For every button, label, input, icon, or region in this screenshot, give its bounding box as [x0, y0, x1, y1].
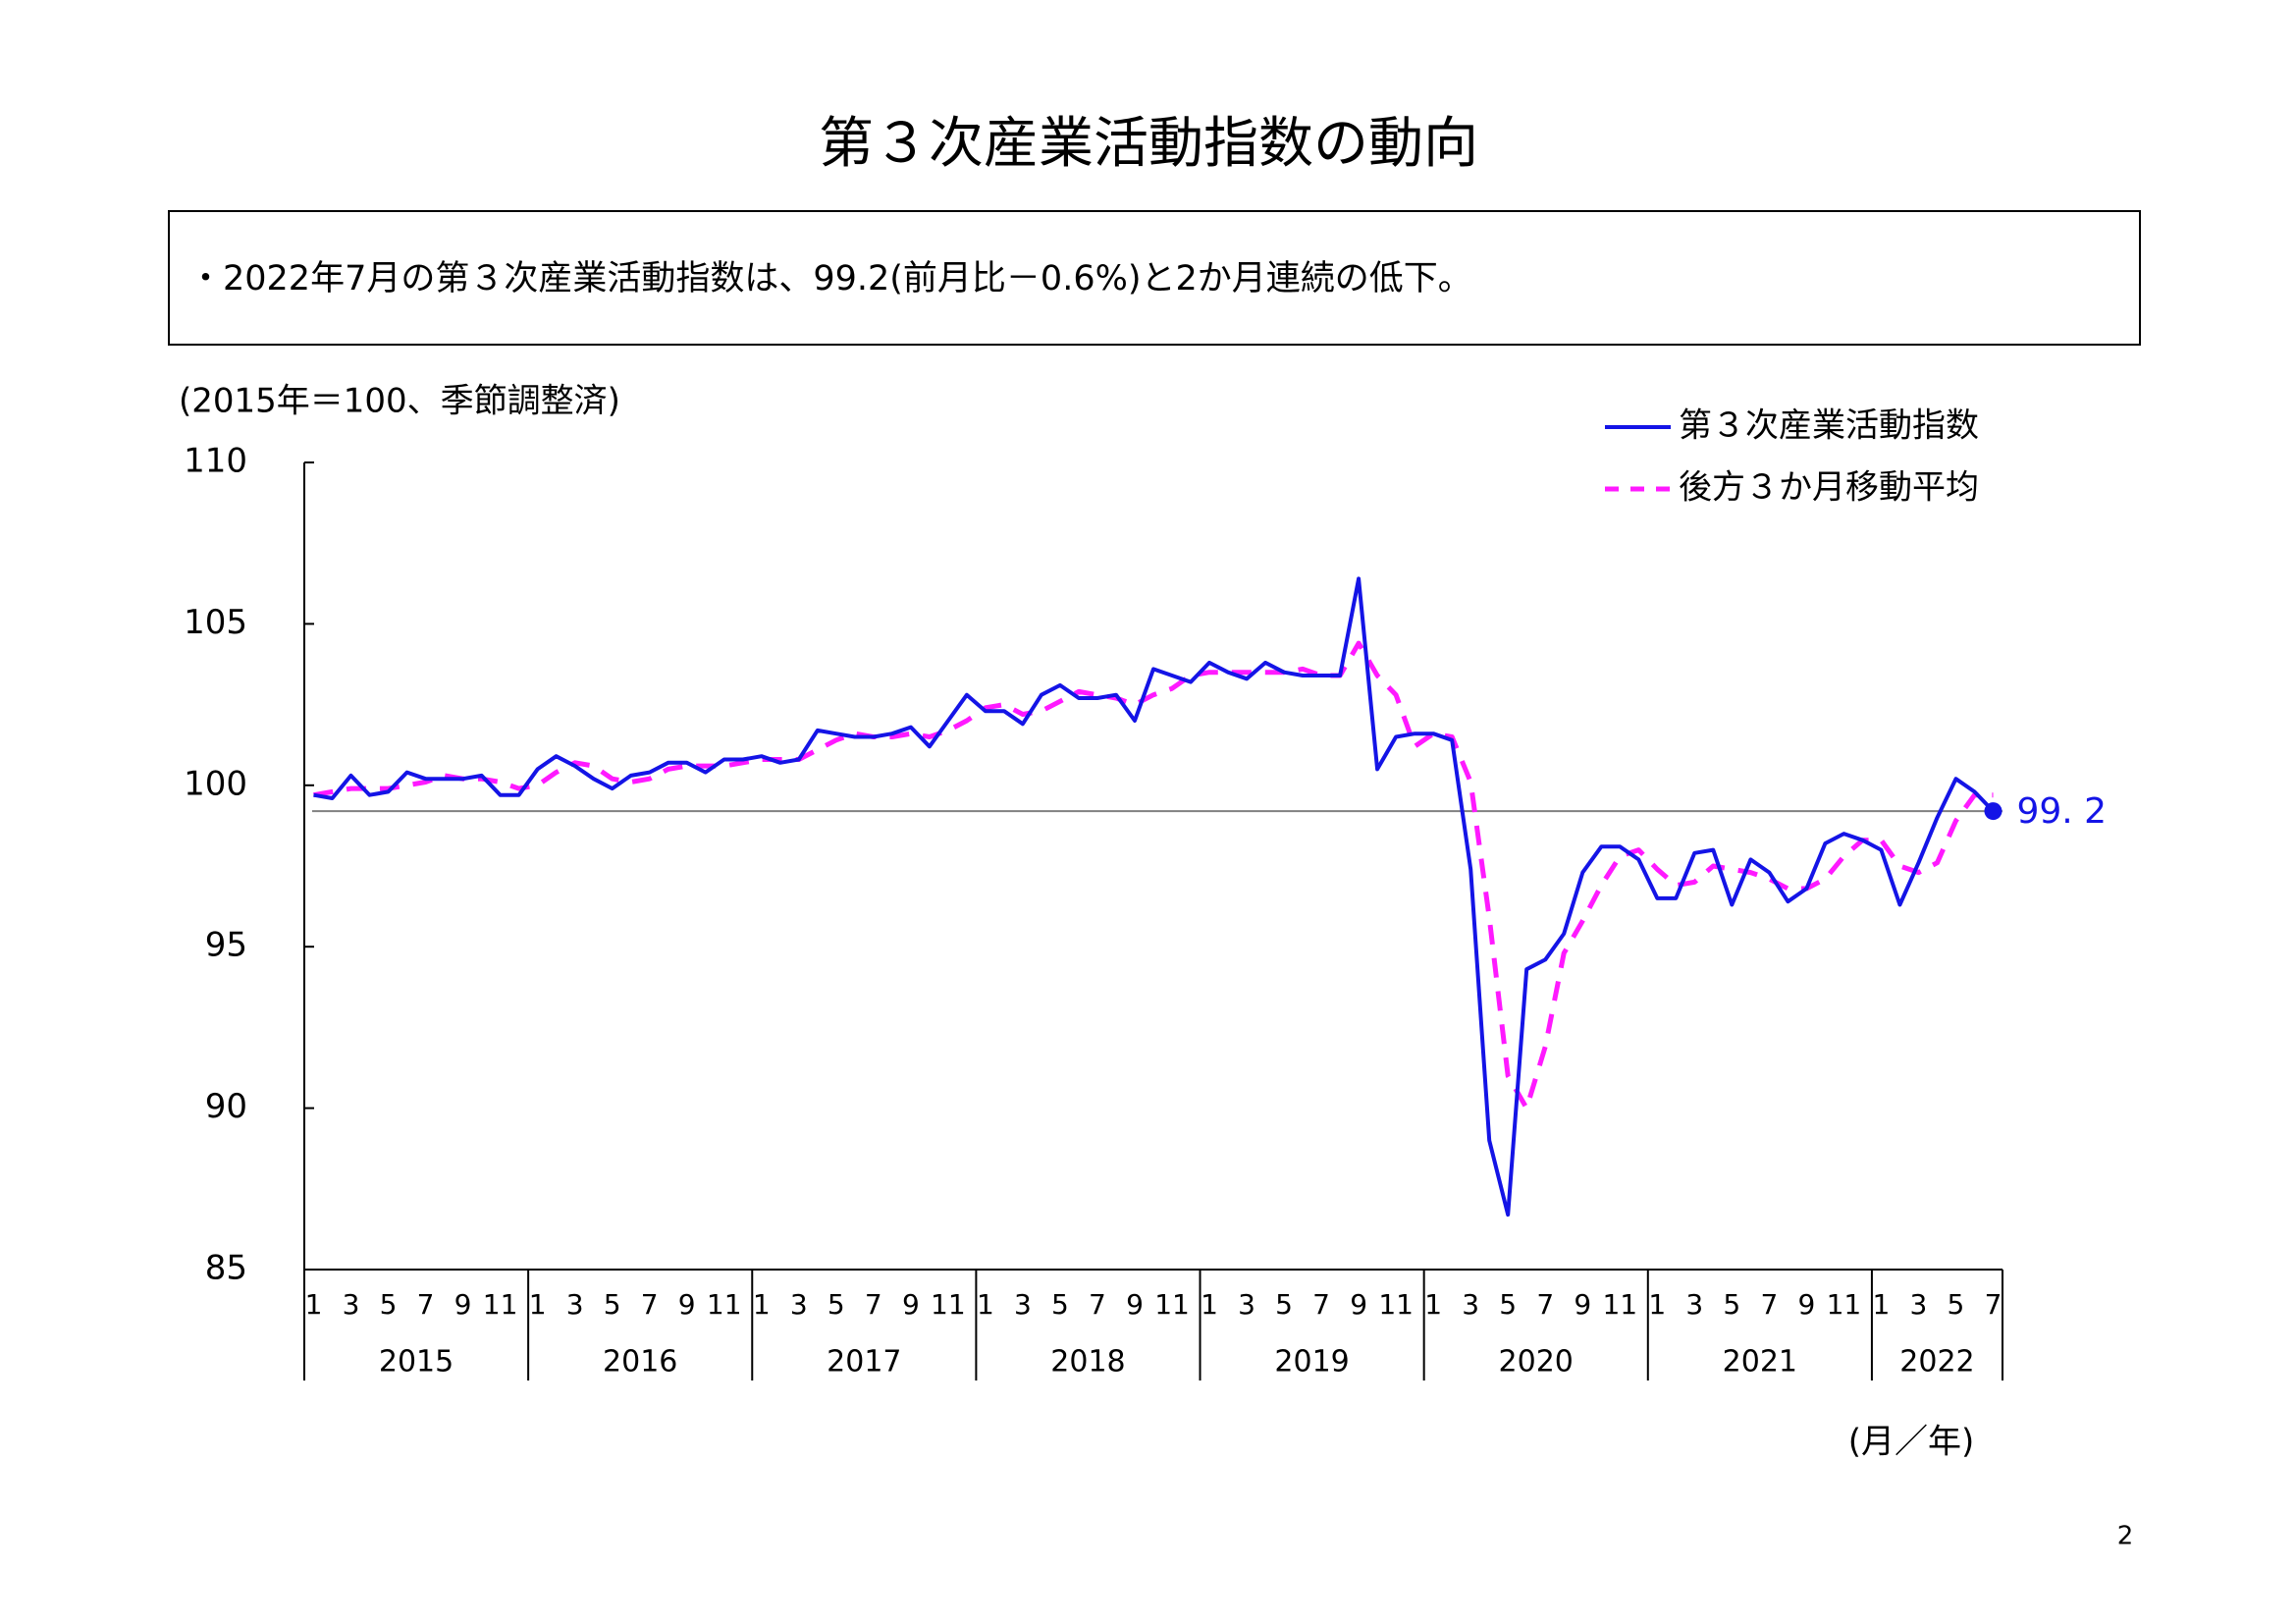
x-note: (月／年): [1848, 1423, 1975, 1462]
summary-box: [168, 210, 2141, 346]
legend-label: 後方３か月移動平均: [1679, 468, 1979, 508]
summary-text: ・2022年7月の第３次産業活動指数は、99.2(前月比－0.6%)と2か月連続…: [188, 259, 1472, 298]
x-tick-label: 9: [1797, 1288, 1815, 1321]
x-tick-label: 3: [1462, 1288, 1479, 1321]
x-tick-label: 3: [1685, 1288, 1703, 1321]
x-tick-label: 11: [1154, 1288, 1190, 1321]
x-tick-label: 11: [483, 1288, 518, 1321]
y-tick-label: 85: [205, 1249, 247, 1288]
year-label: 2018: [1050, 1345, 1125, 1380]
x-tick-label: 7: [417, 1288, 435, 1321]
x-tick-label: 11: [1827, 1288, 1862, 1321]
year-label: 2017: [827, 1345, 901, 1380]
year-label: 2019: [1274, 1345, 1349, 1380]
year-label: 2021: [1723, 1345, 1797, 1380]
x-tick-label: 5: [1948, 1288, 1965, 1321]
x-tick-label: 5: [828, 1288, 845, 1321]
x-tick-label: 7: [1536, 1288, 1554, 1321]
x-tick-label: 7: [1312, 1288, 1330, 1321]
x-tick-label: 5: [1051, 1288, 1069, 1321]
x-tick-label: 7: [865, 1288, 882, 1321]
x-tick-label: 11: [1602, 1288, 1637, 1321]
y-tick-label: 100: [184, 764, 247, 803]
x-tick-label: 9: [1574, 1288, 1591, 1321]
x-tick-label: 9: [1350, 1288, 1367, 1321]
x-tick-label: 1: [753, 1288, 771, 1321]
x-tick-label: 11: [707, 1288, 742, 1321]
year-label: 2015: [379, 1345, 454, 1380]
y-note: (2015年＝100、季節調整済): [179, 382, 620, 421]
x-tick-label: 9: [678, 1288, 696, 1321]
x-tick-label: 3: [1238, 1288, 1255, 1321]
x-tick-label: 9: [902, 1288, 920, 1321]
series-line: [313, 576, 1995, 1218]
x-tick-label: 3: [566, 1288, 584, 1321]
x-tick-label: 9: [454, 1288, 472, 1321]
x-tick-label: 3: [1014, 1288, 1032, 1321]
x-tick-label: 1: [305, 1288, 323, 1321]
series-line: [313, 640, 1994, 1111]
legend-label: 第３次産業活動指数: [1679, 406, 1979, 446]
x-tick-label: 5: [1275, 1288, 1293, 1321]
page-number: 2: [2117, 1522, 2134, 1551]
x-tick-label: 7: [641, 1288, 659, 1321]
x-tick-label: 1: [1873, 1288, 1891, 1321]
x-tick-label: 11: [1378, 1288, 1414, 1321]
y-tick-label: 95: [205, 926, 247, 965]
x-tick-label: 1: [1424, 1288, 1442, 1321]
x-tick-label: 5: [1723, 1288, 1740, 1321]
x-tick-label: 1: [1201, 1288, 1218, 1321]
x-tick-label: 3: [343, 1288, 360, 1321]
x-tick-label: 9: [1126, 1288, 1144, 1321]
x-tick-label: 7: [1985, 1288, 2002, 1321]
year-label: 2020: [1499, 1345, 1574, 1380]
chart-title: 第３次産業活動指数の動向: [819, 112, 1478, 176]
y-tick-label: 110: [184, 442, 247, 481]
x-tick-label: 1: [1648, 1288, 1666, 1321]
x-tick-label: 5: [604, 1288, 621, 1321]
x-tick-label: 1: [977, 1288, 994, 1321]
last-point: [1984, 802, 2002, 821]
year-label: 2016: [603, 1345, 677, 1380]
x-tick-label: 5: [380, 1288, 398, 1321]
x-tick-label: 7: [1760, 1288, 1778, 1321]
year-label: 2022: [1899, 1345, 1974, 1380]
annotation-label: 99. 2: [2016, 791, 2107, 832]
x-tick-label: 11: [931, 1288, 966, 1321]
x-tick-label: 3: [1910, 1288, 1928, 1321]
x-tick-label: 7: [1089, 1288, 1106, 1321]
x-tick-label: 3: [790, 1288, 808, 1321]
x-tick-label: 5: [1499, 1288, 1517, 1321]
y-tick-label: 105: [184, 603, 247, 642]
x-tick-label: 1: [529, 1288, 547, 1321]
y-tick-label: 90: [205, 1087, 247, 1126]
